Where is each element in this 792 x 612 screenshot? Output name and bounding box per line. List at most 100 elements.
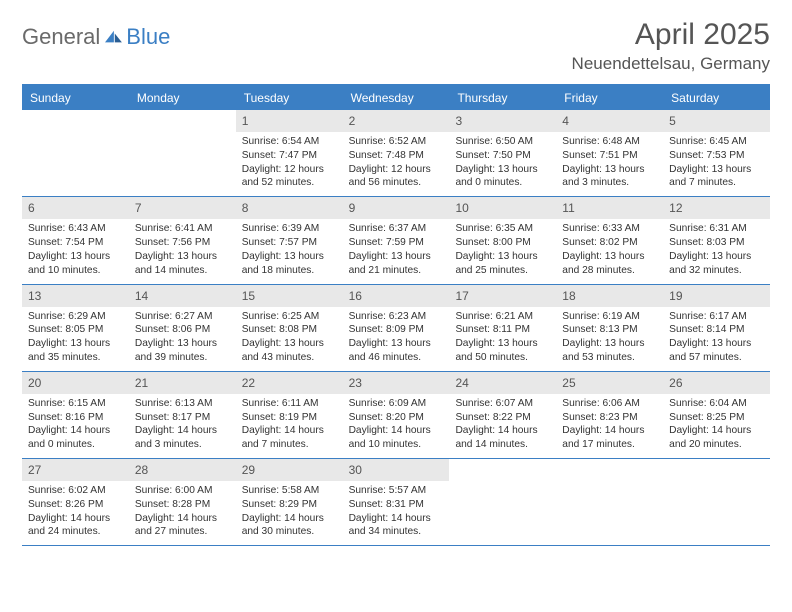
daylight-text: Daylight: 14 hours and 20 minutes. (669, 424, 764, 452)
sunset-text: Sunset: 8:03 PM (669, 236, 764, 250)
sunrise-text: Sunrise: 6:29 AM (28, 310, 123, 324)
sunrise-text: Sunrise: 5:58 AM (242, 484, 337, 498)
day-number: 18 (556, 285, 663, 307)
day-cell: 8Sunrise: 6:39 AMSunset: 7:57 PMDaylight… (236, 197, 343, 283)
sunrise-text: Sunrise: 6:48 AM (562, 135, 657, 149)
day-body: Sunrise: 5:58 AMSunset: 8:29 PMDaylight:… (236, 481, 343, 545)
day-body: Sunrise: 6:50 AMSunset: 7:50 PMDaylight:… (449, 132, 556, 196)
sunrise-text: Sunrise: 6:17 AM (669, 310, 764, 324)
sunrise-text: Sunrise: 6:07 AM (455, 397, 550, 411)
day-cell: 17Sunrise: 6:21 AMSunset: 8:11 PMDayligh… (449, 285, 556, 371)
day-cell: 25Sunrise: 6:06 AMSunset: 8:23 PMDayligh… (556, 372, 663, 458)
day-body: Sunrise: 6:25 AMSunset: 8:08 PMDaylight:… (236, 307, 343, 371)
daylight-text: Daylight: 13 hours and 3 minutes. (562, 163, 657, 191)
daylight-text: Daylight: 13 hours and 21 minutes. (349, 250, 444, 278)
dow-header-row: Sunday Monday Tuesday Wednesday Thursday… (22, 86, 770, 110)
sunset-text: Sunset: 7:56 PM (135, 236, 230, 250)
day-cell: 24Sunrise: 6:07 AMSunset: 8:22 PMDayligh… (449, 372, 556, 458)
sunrise-text: Sunrise: 6:39 AM (242, 222, 337, 236)
sunrise-text: Sunrise: 6:02 AM (28, 484, 123, 498)
sunset-text: Sunset: 8:22 PM (455, 411, 550, 425)
daylight-text: Daylight: 13 hours and 43 minutes. (242, 337, 337, 365)
dow-tuesday: Tuesday (236, 86, 343, 110)
location-label: Neuendettelsau, Germany (572, 54, 770, 74)
day-body (556, 465, 663, 474)
day-cell: 9Sunrise: 6:37 AMSunset: 7:59 PMDaylight… (343, 197, 450, 283)
page-title: April 2025 (572, 18, 770, 52)
day-number: 30 (343, 459, 450, 481)
sunset-text: Sunset: 7:50 PM (455, 149, 550, 163)
day-body: Sunrise: 6:43 AMSunset: 7:54 PMDaylight:… (22, 219, 129, 283)
sunrise-text: Sunrise: 6:25 AM (242, 310, 337, 324)
sunset-text: Sunset: 8:16 PM (28, 411, 123, 425)
dow-thursday: Thursday (449, 86, 556, 110)
day-cell: 15Sunrise: 6:25 AMSunset: 8:08 PMDayligh… (236, 285, 343, 371)
daylight-text: Daylight: 13 hours and 10 minutes. (28, 250, 123, 278)
day-body (663, 465, 770, 474)
day-cell: 16Sunrise: 6:23 AMSunset: 8:09 PMDayligh… (343, 285, 450, 371)
day-number: 14 (129, 285, 236, 307)
sunrise-text: Sunrise: 6:19 AM (562, 310, 657, 324)
sunset-text: Sunset: 8:29 PM (242, 498, 337, 512)
daylight-text: Daylight: 13 hours and 18 minutes. (242, 250, 337, 278)
day-number: 6 (22, 197, 129, 219)
day-cell: 28Sunrise: 6:00 AMSunset: 8:28 PMDayligh… (129, 459, 236, 545)
day-body: Sunrise: 6:21 AMSunset: 8:11 PMDaylight:… (449, 307, 556, 371)
day-cell: 30Sunrise: 5:57 AMSunset: 8:31 PMDayligh… (343, 459, 450, 545)
week-row: 1Sunrise: 6:54 AMSunset: 7:47 PMDaylight… (22, 110, 770, 197)
sunset-text: Sunset: 7:53 PM (669, 149, 764, 163)
day-body: Sunrise: 6:27 AMSunset: 8:06 PMDaylight:… (129, 307, 236, 371)
day-number: 22 (236, 372, 343, 394)
day-number: 1 (236, 110, 343, 132)
calendar-table: Sunday Monday Tuesday Wednesday Thursday… (22, 84, 770, 546)
day-number: 2 (343, 110, 450, 132)
daylight-text: Daylight: 13 hours and 7 minutes. (669, 163, 764, 191)
day-number: 19 (663, 285, 770, 307)
day-number: 3 (449, 110, 556, 132)
sunrise-text: Sunrise: 6:50 AM (455, 135, 550, 149)
sunset-text: Sunset: 7:47 PM (242, 149, 337, 163)
dow-wednesday: Wednesday (343, 86, 450, 110)
day-cell: 3Sunrise: 6:50 AMSunset: 7:50 PMDaylight… (449, 110, 556, 196)
day-body (22, 116, 129, 125)
daylight-text: Daylight: 12 hours and 56 minutes. (349, 163, 444, 191)
sunrise-text: Sunrise: 6:06 AM (562, 397, 657, 411)
daylight-text: Daylight: 13 hours and 14 minutes. (135, 250, 230, 278)
daylight-text: Daylight: 13 hours and 32 minutes. (669, 250, 764, 278)
daylight-text: Daylight: 13 hours and 57 minutes. (669, 337, 764, 365)
daylight-text: Daylight: 14 hours and 10 minutes. (349, 424, 444, 452)
day-body: Sunrise: 6:15 AMSunset: 8:16 PMDaylight:… (22, 394, 129, 458)
day-cell: 27Sunrise: 6:02 AMSunset: 8:26 PMDayligh… (22, 459, 129, 545)
day-body: Sunrise: 6:35 AMSunset: 8:00 PMDaylight:… (449, 219, 556, 283)
day-body: Sunrise: 6:06 AMSunset: 8:23 PMDaylight:… (556, 394, 663, 458)
sunrise-text: Sunrise: 6:00 AM (135, 484, 230, 498)
daylight-text: Daylight: 13 hours and 35 minutes. (28, 337, 123, 365)
day-number: 26 (663, 372, 770, 394)
day-cell: 11Sunrise: 6:33 AMSunset: 8:02 PMDayligh… (556, 197, 663, 283)
week-row: 13Sunrise: 6:29 AMSunset: 8:05 PMDayligh… (22, 285, 770, 372)
day-body: Sunrise: 6:33 AMSunset: 8:02 PMDaylight:… (556, 219, 663, 283)
daylight-text: Daylight: 14 hours and 27 minutes. (135, 512, 230, 540)
sunrise-text: Sunrise: 6:54 AM (242, 135, 337, 149)
sunrise-text: Sunrise: 6:27 AM (135, 310, 230, 324)
day-number: 11 (556, 197, 663, 219)
day-cell (22, 110, 129, 196)
day-number: 27 (22, 459, 129, 481)
sunrise-text: Sunrise: 6:21 AM (455, 310, 550, 324)
daylight-text: Daylight: 14 hours and 30 minutes. (242, 512, 337, 540)
sunset-text: Sunset: 8:25 PM (669, 411, 764, 425)
sunrise-text: Sunrise: 6:13 AM (135, 397, 230, 411)
day-body: Sunrise: 6:52 AMSunset: 7:48 PMDaylight:… (343, 132, 450, 196)
day-number: 9 (343, 197, 450, 219)
day-number: 17 (449, 285, 556, 307)
day-body: Sunrise: 6:29 AMSunset: 8:05 PMDaylight:… (22, 307, 129, 371)
day-number: 29 (236, 459, 343, 481)
sunset-text: Sunset: 7:51 PM (562, 149, 657, 163)
week-row: 27Sunrise: 6:02 AMSunset: 8:26 PMDayligh… (22, 459, 770, 546)
sunset-text: Sunset: 8:19 PM (242, 411, 337, 425)
sunrise-text: Sunrise: 6:41 AM (135, 222, 230, 236)
sunset-text: Sunset: 8:02 PM (562, 236, 657, 250)
sunrise-text: Sunrise: 6:43 AM (28, 222, 123, 236)
daylight-text: Daylight: 14 hours and 14 minutes. (455, 424, 550, 452)
day-body: Sunrise: 6:54 AMSunset: 7:47 PMDaylight:… (236, 132, 343, 196)
